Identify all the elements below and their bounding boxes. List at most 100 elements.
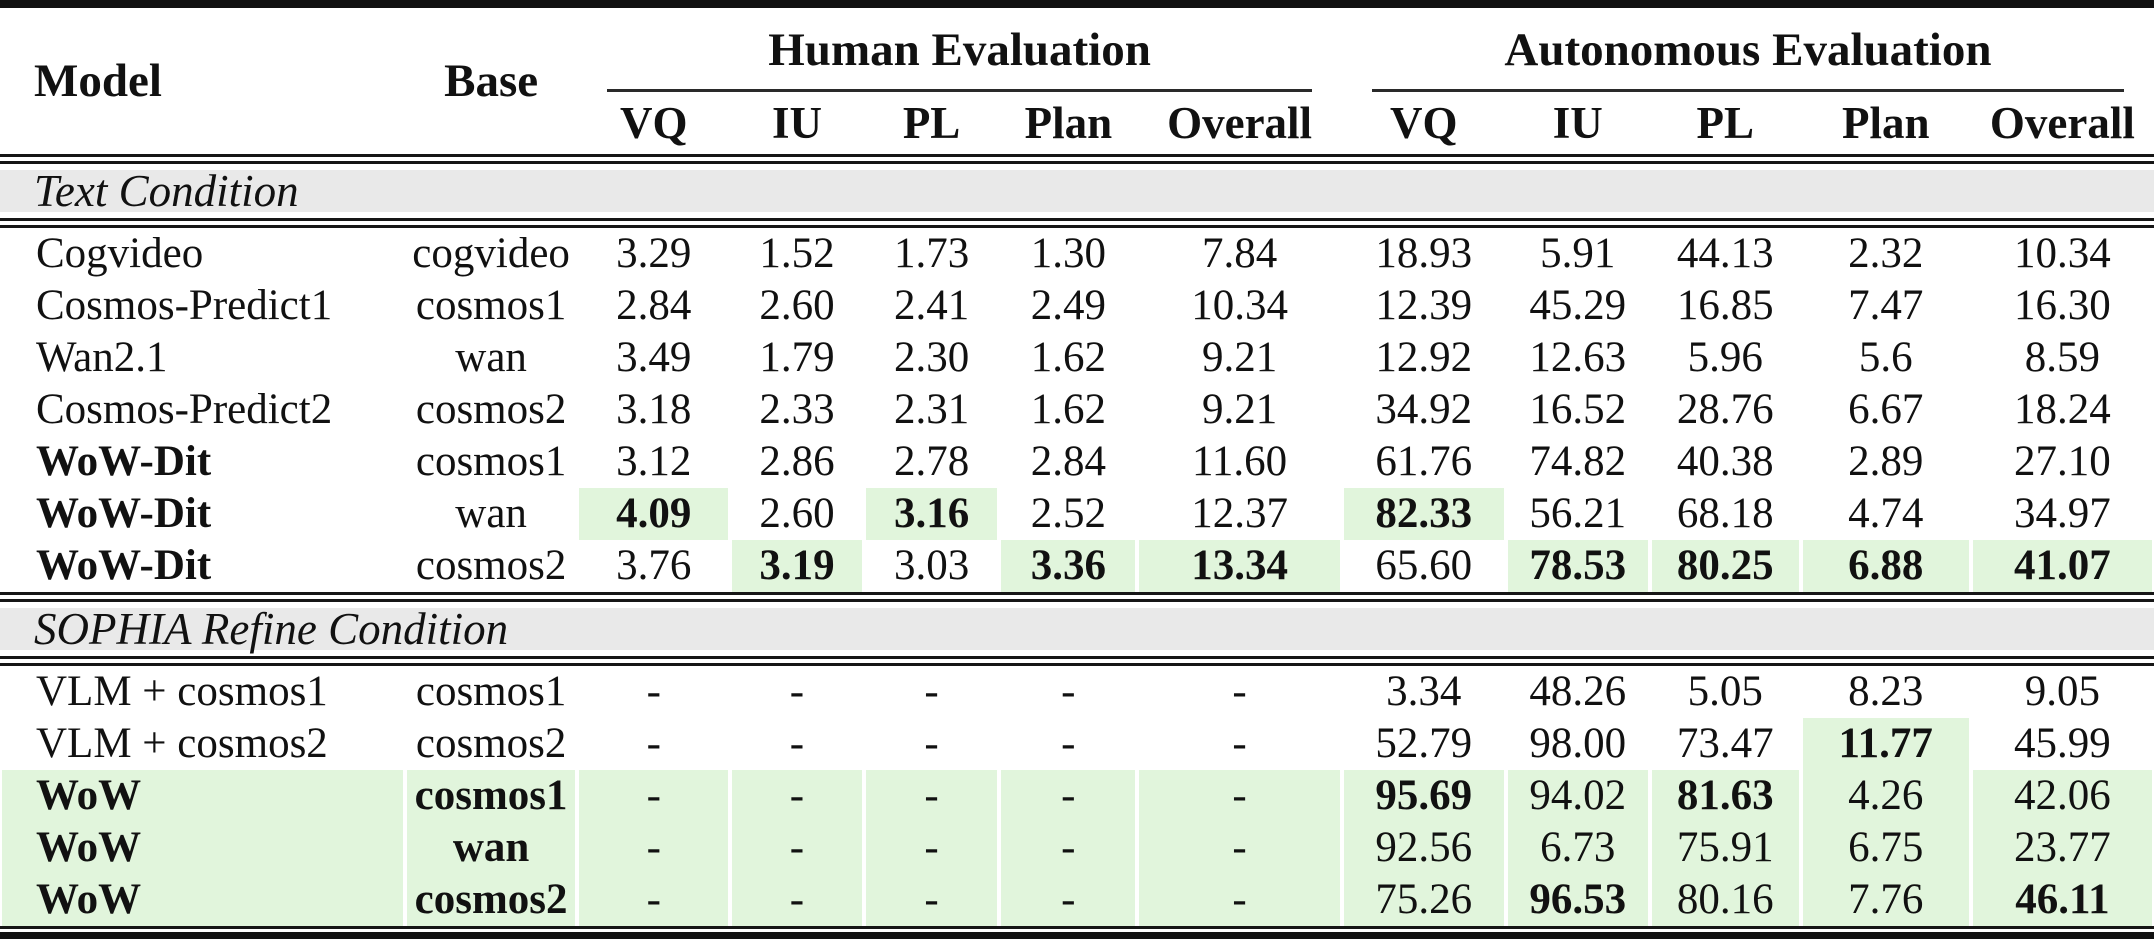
- human-vq-header: VQ: [619, 98, 688, 148]
- value-cell: 1.30: [999, 228, 1138, 280]
- value-cell: 1.62: [999, 384, 1138, 436]
- value-cell: 12.39: [1341, 280, 1506, 332]
- value-cell: -: [730, 666, 864, 718]
- value-cell: -: [999, 822, 1138, 874]
- table-row: Cogvideo cogvideo 3.29 1.52 1.73 1.30 7.84 18.9…: [0, 228, 2154, 280]
- human-pl-header: PL: [902, 98, 961, 148]
- value-cell: 4.09: [577, 488, 731, 540]
- value-cell: 80.16: [1649, 874, 1801, 926]
- value-cell: 5.91: [1505, 228, 1650, 280]
- value-cell: 74.82: [1505, 436, 1650, 488]
- auto-plan-header: Plan: [1841, 98, 1930, 148]
- value-cell: -: [730, 770, 864, 822]
- value-cell: 3.19: [730, 540, 864, 592]
- value-cell: -: [999, 666, 1138, 718]
- base-cell: cosmos2: [404, 540, 578, 592]
- base-cell: cosmos1: [404, 280, 578, 332]
- auto-vq-header: VQ: [1389, 98, 1458, 148]
- table-row: VLM + cosmos2 cosmos2- - - - -52.79 98.00 73.47…: [0, 718, 2154, 770]
- value-cell: -: [1137, 822, 1342, 874]
- human-evaluation-group-header: Human Evaluation: [577, 8, 1342, 92]
- value-cell: -: [999, 718, 1138, 770]
- model-column-header: Model: [34, 55, 162, 107]
- value-cell: 52.79: [1341, 718, 1506, 770]
- section-header-row: SOPHIA Refine Condition: [0, 602, 2154, 656]
- double-rule: [0, 218, 2154, 228]
- value-cell: 3.36: [999, 540, 1138, 592]
- value-cell: 46.11: [1970, 874, 2154, 926]
- value-cell: -: [863, 874, 1000, 926]
- value-cell: 3.34: [1341, 666, 1506, 718]
- value-cell: 2.49: [999, 280, 1138, 332]
- table-row: Wan2.1 wan 3.49 1.79 2.30 1.62 9.21 12.92 12.63 5…: [0, 332, 2154, 384]
- subcolumn-header-row: VQ IU PL Plan Overall VQ IU PL Plan Over…: [0, 92, 2154, 154]
- value-cell: 75.91: [1649, 822, 1801, 874]
- value-cell: 2.33: [730, 384, 864, 436]
- value-cell: 3.29: [577, 228, 731, 280]
- value-cell: 12.63: [1505, 332, 1650, 384]
- value-cell: -: [730, 822, 864, 874]
- value-cell: 27.10: [1970, 436, 2154, 488]
- base-column-header: Base: [444, 55, 539, 107]
- value-cell: 41.07: [1970, 540, 2154, 592]
- table-header: Model Base Human Evaluation Autonomous E…: [0, 0, 2154, 154]
- base-cell: cosmos2: [404, 874, 578, 926]
- value-cell: 2.41: [863, 280, 1000, 332]
- value-cell: 42.06: [1970, 770, 2154, 822]
- base-cell: cosmos2: [404, 384, 578, 436]
- auto-overall-header: Overall: [1989, 98, 2135, 148]
- table-row: WoW-Dit cosmos2 3.76 3.19 3.03 3.36 13.34 65.60…: [0, 540, 2154, 592]
- value-cell: 2.78: [863, 436, 1000, 488]
- value-cell: 11.77: [1800, 718, 1971, 770]
- value-cell: 12.92: [1341, 332, 1506, 384]
- model-cell: WoW-Dit: [0, 488, 405, 540]
- value-cell: 2.31: [863, 384, 1000, 436]
- value-cell: 82.33: [1341, 488, 1506, 540]
- value-cell: 61.76: [1341, 436, 1506, 488]
- base-cell: cosmos1: [404, 666, 578, 718]
- human-overall-header: Overall: [1167, 98, 1313, 148]
- base-cell: cosmos1: [404, 436, 578, 488]
- value-cell: 2.60: [730, 280, 864, 332]
- value-cell: 28.76: [1649, 384, 1801, 436]
- human-plan-header: Plan: [1024, 98, 1113, 148]
- value-cell: 7.84: [1137, 228, 1342, 280]
- value-cell: 2.32: [1800, 228, 1971, 280]
- model-cell: Cosmos-Predict2: [0, 384, 405, 436]
- value-cell: 34.97: [1970, 488, 2154, 540]
- value-cell: -: [1137, 718, 1342, 770]
- model-cell: WoW-Dit: [0, 436, 405, 488]
- value-cell: 5.05: [1649, 666, 1801, 718]
- value-cell: 3.03: [863, 540, 1000, 592]
- table-row: WoW-Dit wan 4.09 2.60 3.16 2.52 12.37 82.33 56.2…: [0, 488, 2154, 540]
- value-cell: 80.25: [1649, 540, 1801, 592]
- table-body: Text Condition Cogvideo cogvideo 3.29 1.52 1.…: [0, 154, 2154, 926]
- value-cell: -: [730, 718, 864, 770]
- value-cell: 92.56: [1341, 822, 1506, 874]
- base-cell: wan: [404, 822, 578, 874]
- value-cell: 68.18: [1649, 488, 1801, 540]
- value-cell: -: [577, 822, 731, 874]
- value-cell: 7.76: [1800, 874, 1971, 926]
- section-header-row: Text Condition: [0, 164, 2154, 218]
- value-cell: -: [577, 874, 731, 926]
- bottom-rule: [0, 926, 2154, 939]
- value-cell: 45.29: [1505, 280, 1650, 332]
- value-cell: 2.30: [863, 332, 1000, 384]
- auto-pl-header: PL: [1696, 98, 1755, 148]
- value-cell: -: [863, 718, 1000, 770]
- value-cell: 94.02: [1505, 770, 1650, 822]
- value-cell: 2.60: [730, 488, 864, 540]
- value-cell: 73.47: [1649, 718, 1801, 770]
- value-cell: 13.34: [1137, 540, 1342, 592]
- value-cell: -: [730, 874, 864, 926]
- value-cell: 18.93: [1341, 228, 1506, 280]
- value-cell: -: [999, 770, 1138, 822]
- value-cell: 45.99: [1970, 718, 2154, 770]
- value-cell: 16.85: [1649, 280, 1801, 332]
- auto-iu-header: IU: [1552, 98, 1603, 148]
- human-evaluation-label: Human Evaluation: [607, 24, 1312, 92]
- value-cell: 16.52: [1505, 384, 1650, 436]
